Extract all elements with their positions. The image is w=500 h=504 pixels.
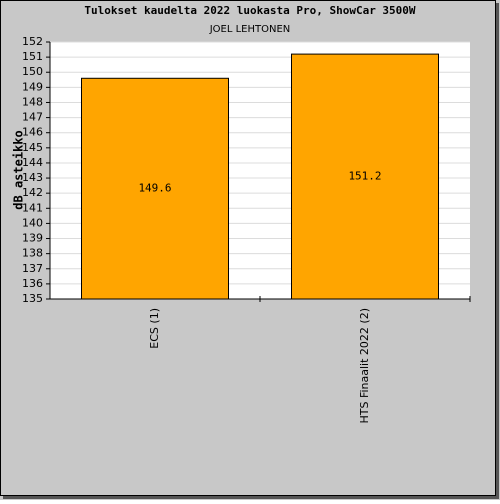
y-tick-label: 143 <box>22 171 43 184</box>
y-tick-label: 144 <box>22 156 43 169</box>
y-tick-label: 142 <box>22 186 43 199</box>
y-tick-label: 148 <box>22 95 43 108</box>
y-tick-label: 137 <box>22 262 43 275</box>
data-label: 151.2 <box>348 170 381 183</box>
x-tick-label: ECS (1) <box>148 308 161 349</box>
chart-title: Tulokset kaudelta 2022 luokasta Pro, Sho… <box>84 4 416 17</box>
y-tick-label: 139 <box>22 232 43 245</box>
y-tick-label: 147 <box>22 111 43 124</box>
y-tick-label: 140 <box>22 216 43 229</box>
y-tick-label: 145 <box>22 141 43 154</box>
y-tick-label: 150 <box>22 65 43 78</box>
bar <box>81 77 229 300</box>
y-tick-label: 135 <box>22 292 43 305</box>
y-tick-label: 138 <box>22 247 43 260</box>
y-tick-label: 146 <box>22 126 43 139</box>
x-tick-label: HTS Finaalit 2022 (2) <box>358 308 371 424</box>
chart-subtitle: JOEL LEHTONEN <box>209 24 291 35</box>
y-axis-label: dB asteikko <box>12 130 26 209</box>
data-label: 149.6 <box>138 182 171 195</box>
y-tick-label: 149 <box>22 80 43 93</box>
y-tick-label: 141 <box>22 201 43 214</box>
y-tick-label: 136 <box>22 277 43 290</box>
y-tick-label: 152 <box>22 35 43 48</box>
y-tick-label: 151 <box>22 50 43 63</box>
bar <box>291 53 439 300</box>
